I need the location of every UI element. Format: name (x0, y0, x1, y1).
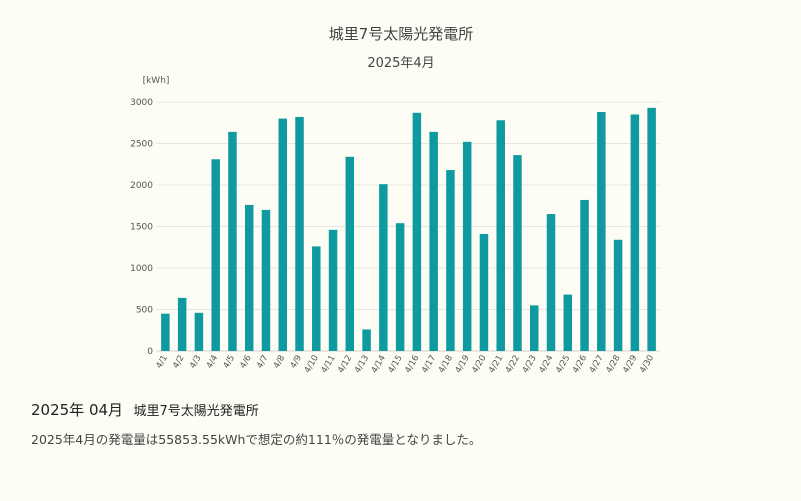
x-tick-label: 4/20 (470, 354, 488, 376)
x-tick-label: 4/8 (272, 354, 288, 371)
bar (446, 170, 455, 351)
bar (345, 156, 355, 351)
bars (161, 107, 656, 352)
bar (278, 118, 287, 351)
chart-subtitle: 2025年4月 (367, 56, 434, 71)
y-tick-label: 0 (147, 347, 153, 357)
bar (379, 184, 388, 351)
footer-date: 2025年 04月 (31, 401, 124, 419)
x-tick-label: 4/27 (588, 354, 606, 376)
bar (647, 107, 656, 351)
bar (328, 229, 338, 351)
bar (362, 329, 371, 351)
y-tick-label: 2500 (130, 140, 153, 150)
bar (395, 223, 405, 351)
chart-title: 城里7号太陽光発電所 (329, 25, 474, 43)
x-tick-label: 4/5 (222, 354, 238, 371)
x-tick-label: 4/16 (403, 354, 421, 376)
x-tick-label: 4/7 (255, 354, 271, 371)
y-tick-label: 1000 (130, 264, 153, 274)
footer-plant-name: 城里7号太陽光発電所 (133, 404, 259, 419)
x-tick-label: 4/12 (336, 354, 354, 376)
x-tick-label: 4/14 (370, 354, 388, 376)
bar-chart: 城里7号太陽光発電所 2025年4月 [kWh] 0 500 1000 1500 200… (130, 25, 660, 376)
bar (412, 112, 422, 351)
y-tick-label: 2000 (130, 181, 153, 191)
x-tick-label: 4/26 (571, 354, 589, 376)
bar (563, 294, 573, 351)
y-axis-unit-label: [kWh] (143, 76, 170, 86)
x-axis-ticks: 4/1 4/2 4/3 4/4 4/5 4/6 4/7 4/8 4/94/104/114/124… (154, 354, 656, 376)
x-tick-label: 4/6 (238, 354, 254, 371)
x-tick-label: 4/10 (303, 354, 321, 376)
bar (194, 312, 204, 351)
grid-lines (157, 101, 660, 352)
bar (244, 204, 254, 351)
x-tick-label: 4/19 (454, 354, 472, 376)
bar (312, 246, 321, 351)
x-tick-label: 4/11 (319, 354, 337, 376)
footer-heading: 2025年 04月 城里7号太陽光発電所 (31, 399, 259, 420)
x-tick-label: 4/2 (171, 354, 187, 371)
x-tick-label: 4/17 (420, 354, 438, 376)
x-tick-label: 4/15 (387, 354, 405, 376)
x-tick-label: 4/4 (205, 354, 221, 371)
x-tick-label: 4/24 (537, 354, 555, 376)
bar (530, 305, 539, 351)
bar (546, 214, 556, 351)
bar (597, 111, 606, 352)
bar (613, 239, 623, 351)
x-tick-label: 4/9 (289, 354, 305, 371)
x-tick-label: 4/22 (504, 354, 522, 376)
bar (496, 120, 505, 351)
footer-summary: 2025年4月の発電量は55853.55kWhで想定の約111％の発電量となりま… (31, 432, 482, 447)
x-tick-label: 4/28 (604, 354, 622, 376)
x-tick-label: 4/3 (188, 354, 204, 371)
y-tick-label: 1500 (130, 223, 153, 233)
bar (630, 114, 640, 351)
bar (295, 116, 304, 351)
x-tick-label: 4/21 (487, 354, 505, 376)
y-tick-label: 500 (136, 306, 153, 316)
bar (580, 199, 589, 351)
x-tick-label: 4/18 (437, 354, 455, 376)
bar (513, 155, 522, 351)
y-tick-label: 3000 (130, 98, 153, 108)
bar (429, 131, 438, 351)
x-tick-label: 4/13 (353, 354, 371, 376)
bar (261, 209, 271, 351)
x-tick-label: 4/23 (521, 354, 539, 376)
bar (462, 141, 472, 351)
bar (161, 313, 170, 351)
x-tick-label: 4/30 (638, 354, 656, 376)
bar (211, 159, 220, 351)
bar (479, 233, 489, 351)
x-tick-label: 4/29 (621, 354, 639, 376)
bar (228, 131, 237, 351)
bar (177, 297, 187, 351)
y-axis-ticks: 0 500 1000 1500 2000 2500 3000 (130, 98, 153, 357)
x-tick-label: 4/25 (554, 354, 572, 376)
x-tick-label: 4/1 (154, 354, 170, 371)
